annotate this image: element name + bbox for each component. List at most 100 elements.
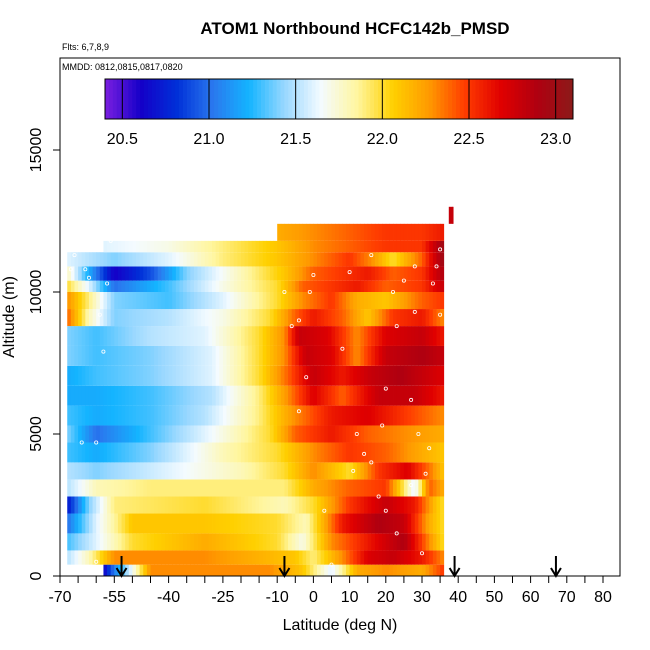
heat-cell [67, 442, 72, 463]
heat-cell [226, 252, 231, 267]
heat-cell [262, 496, 267, 514]
heat-cell [136, 550, 141, 565]
heat-cell [306, 462, 311, 480]
heat-cell [266, 266, 271, 281]
heat-cell [425, 425, 430, 443]
heat-cell [280, 266, 285, 281]
heat-cell [154, 533, 159, 551]
heat-cell [273, 266, 278, 281]
heat-cell [371, 326, 376, 346]
heat-cell [241, 345, 246, 366]
heat-cell [440, 479, 445, 497]
heat-cell [241, 513, 246, 534]
heat-cell [67, 365, 72, 386]
heat-cell [157, 385, 162, 406]
heat-cell [117, 326, 122, 346]
x-tick-label: 20 [377, 589, 395, 606]
heat-cell [114, 462, 119, 480]
heat-cell [280, 533, 285, 551]
heat-cell [374, 292, 379, 310]
heat-cell [154, 462, 159, 480]
heat-cell [219, 365, 224, 386]
heat-cell [103, 479, 108, 497]
heat-cell [327, 385, 332, 406]
heat-cell [175, 462, 180, 480]
heat-cell [230, 240, 235, 253]
heat-cell [403, 425, 408, 443]
heat-cell [70, 462, 75, 480]
heat-cell [320, 550, 325, 565]
heat-cell [132, 266, 137, 281]
heat-cell [349, 240, 354, 253]
heat-cell [222, 385, 227, 406]
heat-cell [422, 479, 427, 497]
heat-cell [360, 309, 365, 327]
heat-cell [233, 292, 238, 310]
heat-cell [190, 266, 195, 281]
heat-cell [432, 496, 437, 514]
heat-cell [364, 425, 369, 443]
heat-cell [132, 240, 137, 253]
heat-cell [262, 405, 267, 426]
heat-cell [114, 345, 119, 366]
heat-cell [269, 309, 274, 327]
heat-cell [298, 240, 303, 253]
heat-cell [201, 326, 206, 346]
heat-cell [226, 479, 231, 497]
heat-cell [208, 292, 213, 310]
colorbar-segment [210, 79, 215, 119]
heat-cell [85, 479, 90, 497]
heat-cell [103, 385, 108, 406]
heat-cell [324, 405, 329, 426]
heat-cell [132, 550, 137, 565]
heat-cell [331, 309, 336, 327]
heat-cell [219, 550, 224, 565]
heat-cell [389, 223, 394, 241]
heat-cell [269, 365, 274, 386]
heat-cell [215, 345, 220, 366]
heat-cell [367, 326, 372, 346]
heat-cell [378, 280, 383, 292]
heat-cell [125, 309, 130, 327]
heat-cell [114, 266, 119, 281]
heat-cell [107, 292, 112, 310]
heat-cell [88, 326, 93, 346]
heat-cell [128, 425, 133, 443]
heat-cell [411, 223, 416, 241]
heat-cell [85, 385, 90, 406]
heat-cell [367, 533, 372, 551]
heat-cell [367, 550, 372, 565]
heat-cell [429, 533, 434, 551]
heat-cell [342, 266, 347, 281]
heat-cell [136, 533, 141, 551]
heat-cell [259, 564, 264, 576]
heat-cell [414, 479, 419, 497]
heat-cell [154, 513, 159, 534]
heat-cell [295, 564, 300, 576]
heat-cell [255, 533, 260, 551]
heat-cell [425, 309, 430, 327]
heat-cell [277, 550, 282, 565]
heat-cell [161, 462, 166, 480]
heat-cell [389, 309, 394, 327]
heat-cell [255, 564, 260, 576]
heat-cell [92, 385, 97, 406]
heat-cell [67, 533, 72, 551]
heat-cell [255, 309, 260, 327]
heat-cell [396, 405, 401, 426]
heat-cell [288, 240, 293, 253]
heat-cell [222, 513, 227, 534]
heat-cell [143, 309, 148, 327]
x-tick-label: 50 [486, 589, 504, 606]
sample-point [304, 375, 309, 380]
heat-cell [175, 550, 180, 565]
heat-cell [212, 496, 217, 514]
heat-cell [85, 425, 90, 443]
heat-cell [414, 292, 419, 310]
sample-point [72, 253, 77, 258]
heat-cell [175, 533, 180, 551]
heat-cell [385, 292, 390, 310]
heat-cell [422, 252, 427, 267]
colorbar-segment [284, 79, 289, 119]
heat-cell [418, 326, 423, 346]
